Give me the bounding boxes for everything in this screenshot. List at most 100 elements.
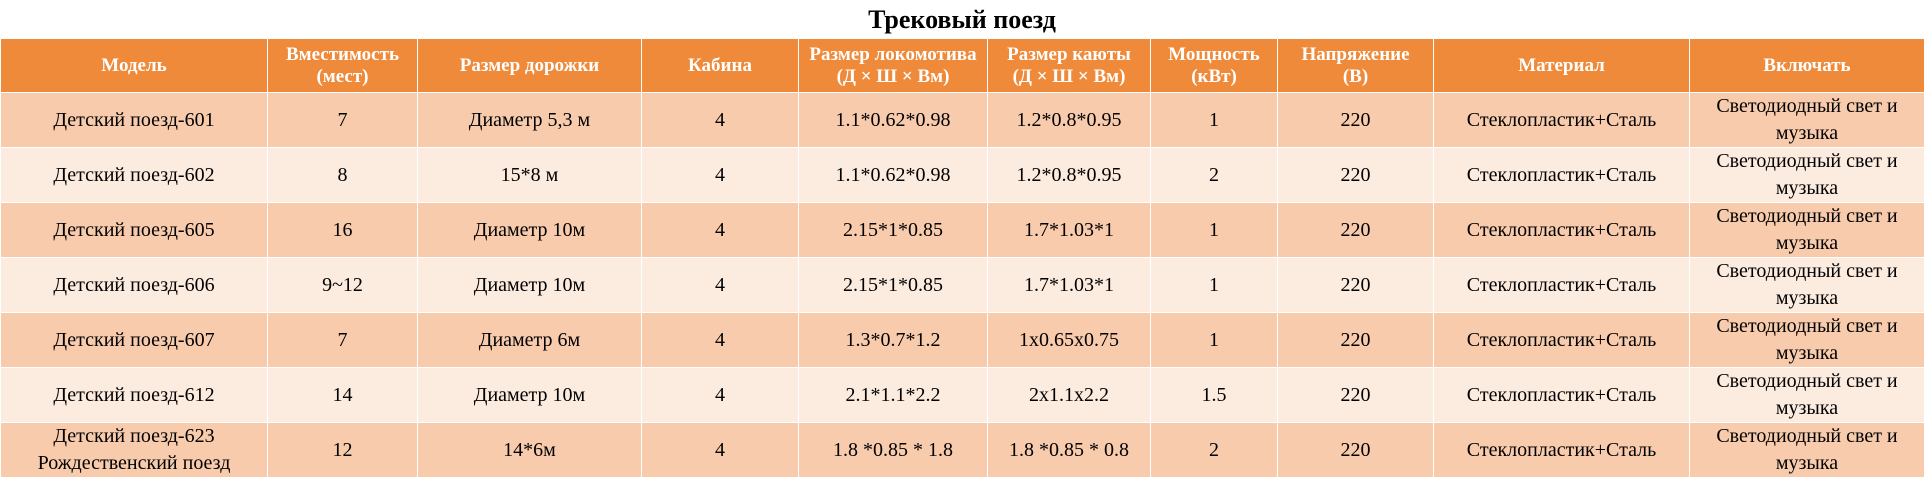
cell-text: 1 [1209, 218, 1219, 241]
cell-text: 1.1*0.62*0.98 [835, 163, 951, 186]
cell-text: 15*8 м [500, 163, 559, 186]
table-cell: Детский поезд-601 [0, 92, 268, 148]
table-cell: 2x1.1x2.2 [987, 367, 1151, 423]
table-cell: 1.3*0.7*1.2 [798, 312, 988, 368]
cell-text: 1 [1209, 108, 1219, 131]
cell-text: 2.15*1*0.85 [843, 218, 943, 241]
table-cell: 1.5 [1150, 367, 1278, 423]
cell-text: Диаметр 6м [478, 328, 581, 351]
table-cell: 14*6м [417, 422, 642, 478]
cell-text: 220 [1340, 108, 1371, 131]
table-cell: 4 [641, 257, 799, 313]
table-row: Детский поезд-605 16 Диаметр 10м 4 2.15*1*0.… [0, 202, 1924, 258]
cell-text: Светодиодный свет и [1716, 205, 1898, 227]
cell-text: 14*6м [503, 438, 556, 461]
cell-text: 1.5 [1201, 383, 1227, 406]
table-cell: Светодиодный свет и музыка [1689, 147, 1924, 203]
cell-text: Стеклопластик+Сталь [1466, 273, 1657, 296]
column-header: Вместимость (мест) [267, 38, 418, 93]
cell-text: 1.7*1.03*1 [1024, 218, 1114, 241]
cell-text: Детский поезд-623 [53, 425, 215, 447]
table-row: Детский поезд-602 8 15*8 м 4 1.1*0.62*0.98 1.… [0, 147, 1924, 203]
cell-text: 12 [332, 438, 353, 461]
cell-text: Светодиодный свет и [1716, 260, 1898, 282]
cell-text: музыка [1775, 287, 1839, 309]
table-cell: 14 [267, 367, 418, 423]
column-header-text: Размер каюты [1007, 43, 1131, 65]
table-cell: 220 [1277, 312, 1434, 368]
table-cell: 1.7*1.03*1 [987, 257, 1151, 313]
table-cell: 2.15*1*0.85 [798, 202, 988, 258]
table-cell: 4 [641, 202, 799, 258]
cell-text: 1 [1209, 273, 1219, 296]
cell-text: Детский поезд-607 [53, 328, 215, 351]
column-header-text: Включать [1763, 54, 1851, 76]
cell-text: Диаметр 5,3 м [468, 108, 591, 131]
cell-text: 4 [715, 383, 725, 406]
table-body: Детский поезд-601 7 Диаметр 5,3 м 4 1.1*0.62… [0, 92, 1924, 478]
cell-text: музыка [1775, 232, 1839, 254]
table-cell: Детский поезд-607 [0, 312, 268, 368]
table-cell: Диаметр 6м [417, 312, 642, 368]
table-cell: 4 [641, 422, 799, 478]
table-cell: 2.15*1*0.85 [798, 257, 988, 313]
table-cell: 9~12 [267, 257, 418, 313]
table-cell: Стеклопластик+Сталь [1433, 312, 1690, 368]
table-cell: 16 [267, 202, 418, 258]
table-cell: Диаметр 10м [417, 257, 642, 313]
column-header: Напряжение (В) [1277, 38, 1434, 93]
table-cell: 15*8 м [417, 147, 642, 203]
table-cell: 1.2*0.8*0.95 [987, 147, 1151, 203]
cell-text: 1.7*1.03*1 [1024, 273, 1114, 296]
cell-text: Стеклопластик+Сталь [1466, 328, 1657, 351]
table-cell: Детский поезд-623 Рождественский поезд [0, 422, 268, 478]
table-cell: Светодиодный свет и музыка [1689, 367, 1924, 423]
column-header: Модель [0, 38, 268, 93]
table-cell: 220 [1277, 202, 1434, 258]
cell-text: 14 [332, 383, 353, 406]
column-header-text: (В) [1342, 65, 1369, 87]
cell-text: 4 [715, 273, 725, 296]
column-header: Кабина [641, 38, 799, 93]
table-cell: Детский поезд-605 [0, 202, 268, 258]
cell-text: 1.1*0.62*0.98 [835, 108, 951, 131]
column-header-text: (Д × Ш × Вм) [836, 65, 950, 87]
cell-text: музыка [1775, 397, 1839, 419]
table-cell: Диаметр 10м [417, 367, 642, 423]
table-cell: 1.1*0.62*0.98 [798, 147, 988, 203]
column-header-text: Размер локомотива [809, 43, 977, 65]
table-cell: Светодиодный свет и музыка [1689, 312, 1924, 368]
cell-text: 4 [715, 108, 725, 131]
column-header-text: Кабина [688, 54, 752, 76]
cell-text: 2.1*1.1*2.2 [845, 383, 941, 406]
cell-text: Светодиодный свет и [1716, 315, 1898, 337]
table-cell: 1 [1150, 92, 1278, 148]
cell-text: Детский поезд-605 [53, 218, 215, 241]
cell-text: 220 [1340, 273, 1371, 296]
cell-text: 220 [1340, 218, 1371, 241]
cell-text: музыка [1775, 122, 1839, 144]
table-cell: Стеклопластик+Сталь [1433, 422, 1690, 478]
column-header-text: (мест) [316, 65, 369, 87]
cell-text: 7 [337, 328, 348, 351]
table-title: Трековый поезд [868, 5, 1056, 34]
table-cell: 4 [641, 92, 799, 148]
cell-text: 2x1.1x2.2 [1029, 383, 1109, 406]
column-header: Материал [1433, 38, 1690, 93]
column-header-text: Вместимость [286, 43, 399, 65]
header-row: Модель Вместимость (мест) Размер дорожки Каб… [0, 38, 1924, 93]
cell-text: 4 [715, 163, 725, 186]
cell-text: 1.2*0.8*0.95 [1016, 163, 1122, 186]
cell-text: Стеклопластик+Сталь [1466, 108, 1657, 131]
cell-text: 1.3*0.7*1.2 [845, 328, 941, 351]
cell-text: музыка [1775, 452, 1839, 474]
train-spec-table: Модель Вместимость (мест) Размер дорожки Каб… [0, 38, 1924, 478]
column-header: Размер локомотива (Д × Ш × Вм) [798, 38, 988, 93]
cell-text: 4 [715, 218, 725, 241]
table-row: Детский поезд-612 14 Диаметр 10м 4 2.1*1.1*2… [0, 367, 1924, 423]
table-cell: 12 [267, 422, 418, 478]
column-header-text: Модель [101, 54, 167, 76]
table-cell: 7 [267, 92, 418, 148]
table-cell: 4 [641, 147, 799, 203]
cell-text: музыка [1775, 177, 1839, 199]
